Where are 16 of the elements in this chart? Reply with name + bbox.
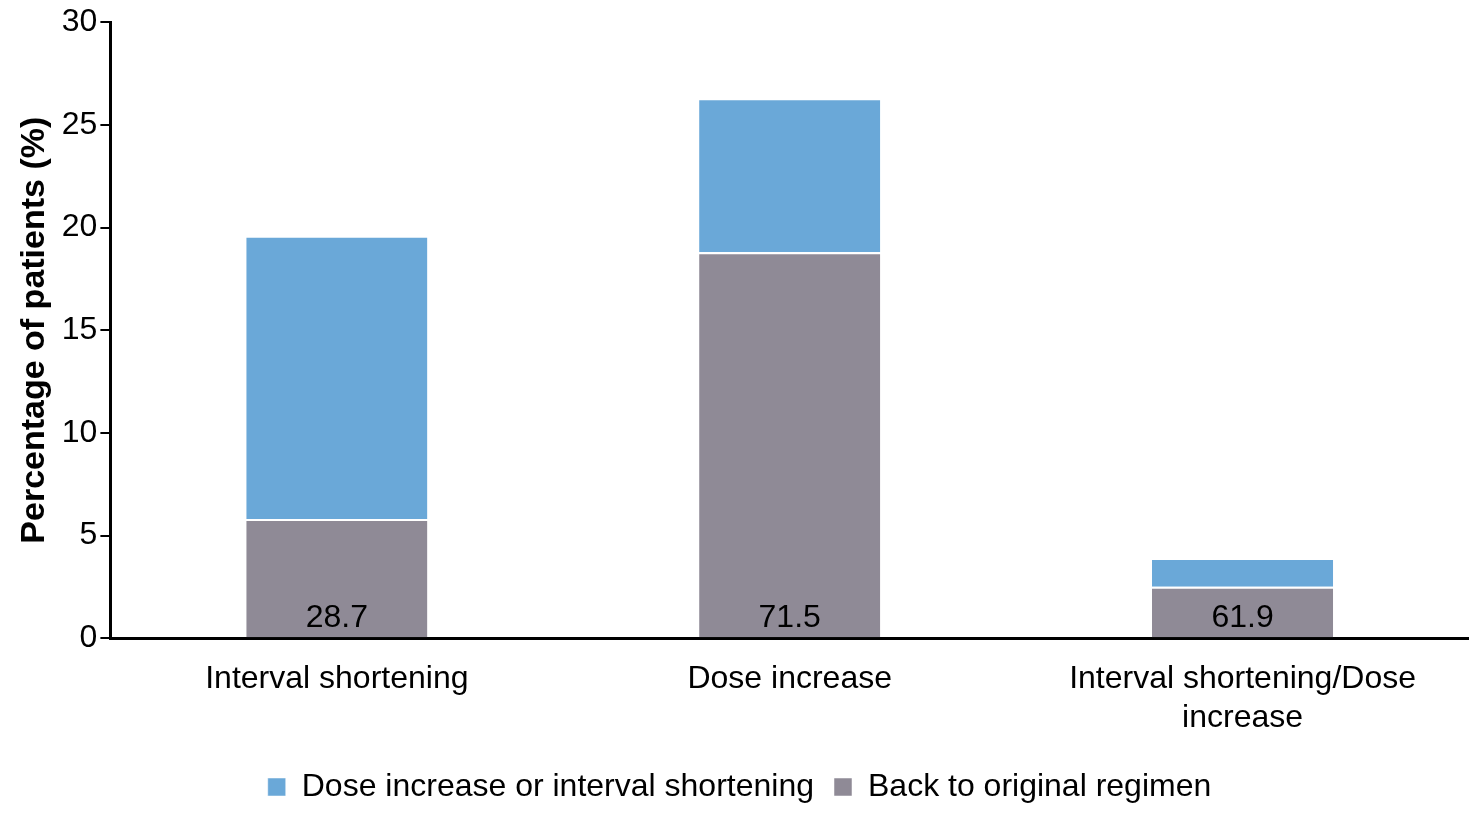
annotation: 61.9 bbox=[1211, 598, 1274, 635]
y-tick-label: 5 bbox=[79, 515, 98, 552]
y-tick-label: 30 bbox=[61, 2, 98, 39]
legend-label: Back to original regimen bbox=[867, 766, 1212, 803]
annotation: 28.7 bbox=[305, 598, 368, 635]
y-axis-title: Percentage of patients (%) bbox=[12, 116, 51, 544]
annotation: 71.5 bbox=[758, 598, 821, 635]
x-tick-label: Interval shortening bbox=[205, 659, 469, 696]
y-tick-label: 15 bbox=[61, 310, 98, 347]
x-tick-label: Dose increase bbox=[687, 659, 892, 696]
y-tick-label: 10 bbox=[61, 412, 98, 449]
x-tick-label: Interval shortening/Dose increase bbox=[1069, 659, 1416, 734]
legend-label: Dose increase or interval shortening bbox=[301, 766, 814, 803]
y-tick-label: 0 bbox=[79, 618, 98, 655]
y-tick-label: 25 bbox=[61, 104, 98, 141]
y-tick-label: 20 bbox=[61, 207, 98, 244]
